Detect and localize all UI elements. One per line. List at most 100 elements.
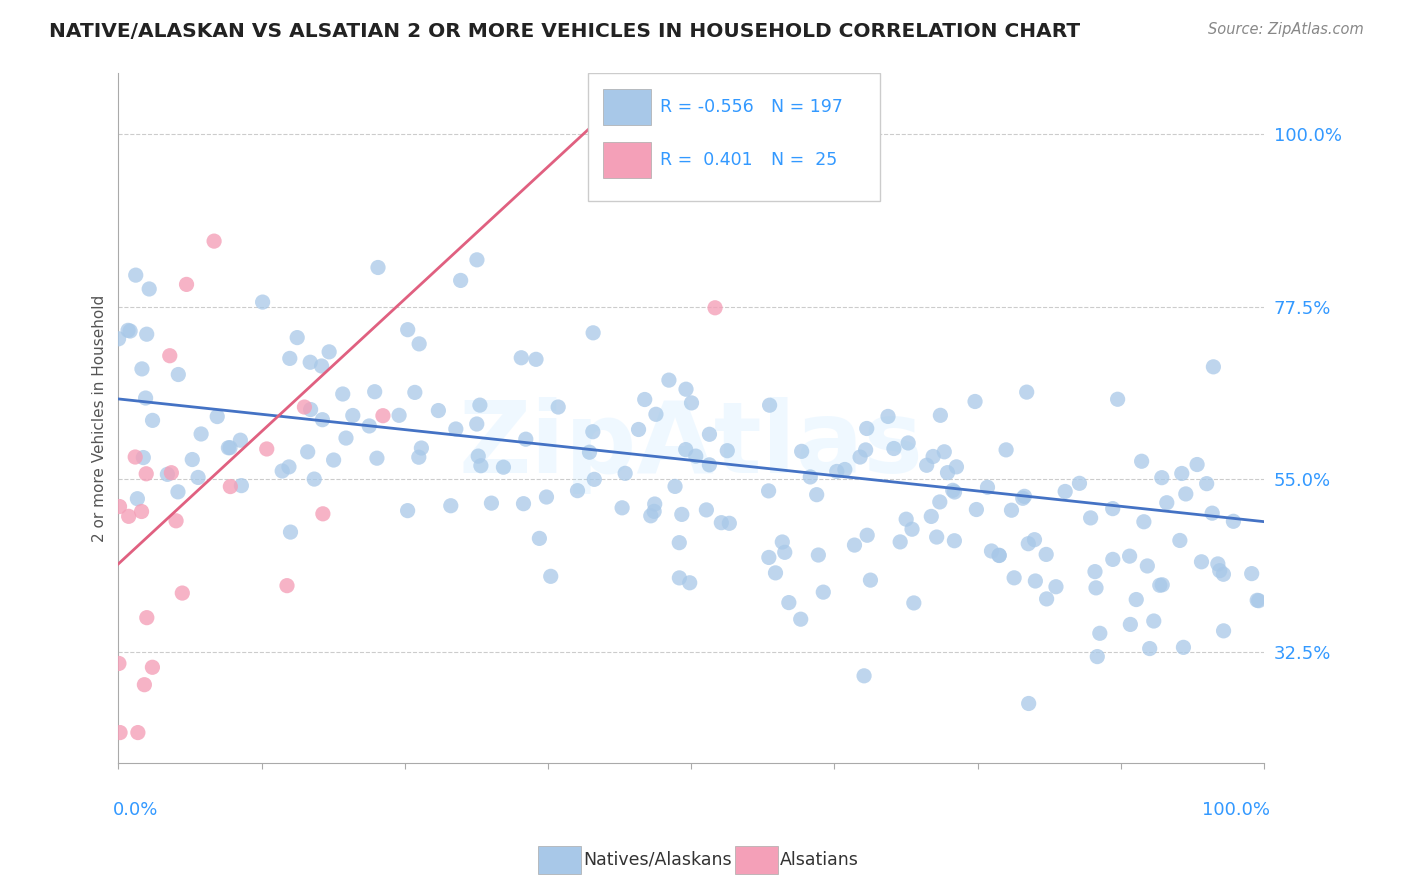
- Point: [127, 491, 149, 506]
- Point: [702, 120, 724, 134]
- Point: [547, 400, 569, 414]
- Point: [773, 545, 796, 559]
- Point: [131, 504, 153, 518]
- Point: [1173, 640, 1195, 655]
- Text: R =  0.401: R = 0.401: [661, 151, 754, 169]
- Point: [396, 323, 419, 337]
- Point: [634, 392, 657, 407]
- Point: [1125, 592, 1147, 607]
- Text: NATIVE/ALASKAN VS ALSATIAN 2 OR MORE VEHICLES IN HOUSEHOLD CORRELATION CHART: NATIVE/ALASKAN VS ALSATIAN 2 OR MORE VEH…: [49, 22, 1080, 41]
- Point: [299, 402, 322, 417]
- Point: [675, 442, 697, 457]
- Point: [929, 409, 952, 423]
- Point: [1035, 591, 1057, 606]
- Point: [408, 450, 430, 465]
- Point: [231, 478, 253, 492]
- Point: [1107, 392, 1129, 407]
- Point: [444, 422, 467, 436]
- Point: [988, 548, 1011, 562]
- Point: [855, 442, 877, 457]
- Point: [928, 495, 950, 509]
- Point: [901, 522, 924, 536]
- Point: [465, 252, 488, 267]
- Text: N =  25: N = 25: [772, 151, 838, 169]
- Point: [834, 462, 856, 476]
- Point: [165, 514, 187, 528]
- Point: [205, 409, 228, 424]
- Point: [311, 359, 333, 373]
- Point: [304, 472, 326, 486]
- Point: [118, 509, 141, 524]
- Point: [1015, 385, 1038, 400]
- Point: [278, 351, 301, 366]
- Point: [849, 450, 872, 464]
- Point: [789, 612, 811, 626]
- Point: [1054, 484, 1077, 499]
- Point: [1119, 617, 1142, 632]
- Point: [859, 573, 882, 587]
- Point: [141, 413, 163, 427]
- Point: [322, 453, 344, 467]
- Point: [790, 444, 813, 458]
- Point: [202, 234, 225, 248]
- Point: [1168, 533, 1191, 548]
- Point: [658, 373, 681, 387]
- Point: [335, 431, 357, 445]
- Point: [945, 459, 967, 474]
- Point: [297, 445, 319, 459]
- Point: [1084, 565, 1107, 579]
- Point: [922, 450, 945, 464]
- Point: [117, 323, 139, 337]
- Point: [1222, 514, 1244, 528]
- Point: [256, 442, 278, 456]
- Point: [1000, 503, 1022, 517]
- Point: [1174, 487, 1197, 501]
- Point: [512, 497, 534, 511]
- Point: [716, 443, 738, 458]
- Point: [135, 327, 157, 342]
- Point: [285, 330, 308, 344]
- Point: [1201, 506, 1223, 520]
- Point: [276, 579, 298, 593]
- Point: [1024, 574, 1046, 588]
- Point: [897, 436, 920, 450]
- Point: [127, 725, 149, 739]
- Point: [681, 396, 703, 410]
- Point: [1212, 567, 1234, 582]
- Point: [1206, 557, 1229, 571]
- Point: [695, 503, 717, 517]
- Point: [450, 273, 472, 287]
- Point: [799, 470, 821, 484]
- Text: 0.0%: 0.0%: [112, 801, 157, 819]
- Text: Natives/Alaskans: Natives/Alaskans: [583, 851, 733, 869]
- Point: [883, 442, 905, 456]
- Point: [1085, 649, 1108, 664]
- Point: [510, 351, 533, 365]
- Point: [1118, 549, 1140, 563]
- Point: [332, 387, 354, 401]
- Point: [1149, 578, 1171, 592]
- Point: [1209, 564, 1232, 578]
- Point: [813, 585, 835, 599]
- Point: [468, 398, 491, 412]
- Point: [915, 458, 938, 473]
- Point: [1035, 548, 1057, 562]
- Point: [1191, 555, 1213, 569]
- Text: Alsatians: Alsatians: [780, 851, 859, 869]
- Point: [138, 282, 160, 296]
- Point: [699, 427, 721, 442]
- Point: [172, 586, 194, 600]
- Point: [1246, 593, 1268, 607]
- Point: [679, 575, 702, 590]
- Point: [936, 466, 959, 480]
- Point: [925, 530, 948, 544]
- Point: [1017, 537, 1039, 551]
- Point: [934, 445, 956, 459]
- Point: [219, 441, 242, 455]
- Point: [529, 532, 551, 546]
- Point: [134, 678, 156, 692]
- Point: [627, 422, 650, 436]
- Point: [135, 467, 157, 481]
- Point: [396, 503, 419, 517]
- Point: [1195, 476, 1218, 491]
